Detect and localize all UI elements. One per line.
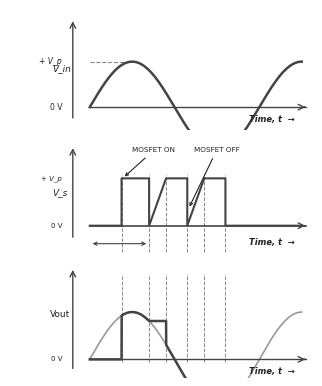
Text: Time, t  →: Time, t → <box>249 115 295 124</box>
Text: 0 V: 0 V <box>50 103 62 112</box>
Text: 0 V: 0 V <box>51 223 62 229</box>
Text: + V_p: + V_p <box>40 57 62 66</box>
Text: + V_p: + V_p <box>41 175 62 182</box>
Text: Time, t  →: Time, t → <box>249 367 295 376</box>
Text: Vout: Vout <box>50 310 70 319</box>
Text: 0 V: 0 V <box>51 356 62 362</box>
Text: MOSFET OFF: MOSFET OFF <box>190 147 239 205</box>
Text: MOSFET ON: MOSFET ON <box>126 147 175 176</box>
Text: V_s: V_s <box>52 188 68 197</box>
Text: V_in: V_in <box>53 64 71 73</box>
Text: Time, t  →: Time, t → <box>249 238 295 247</box>
